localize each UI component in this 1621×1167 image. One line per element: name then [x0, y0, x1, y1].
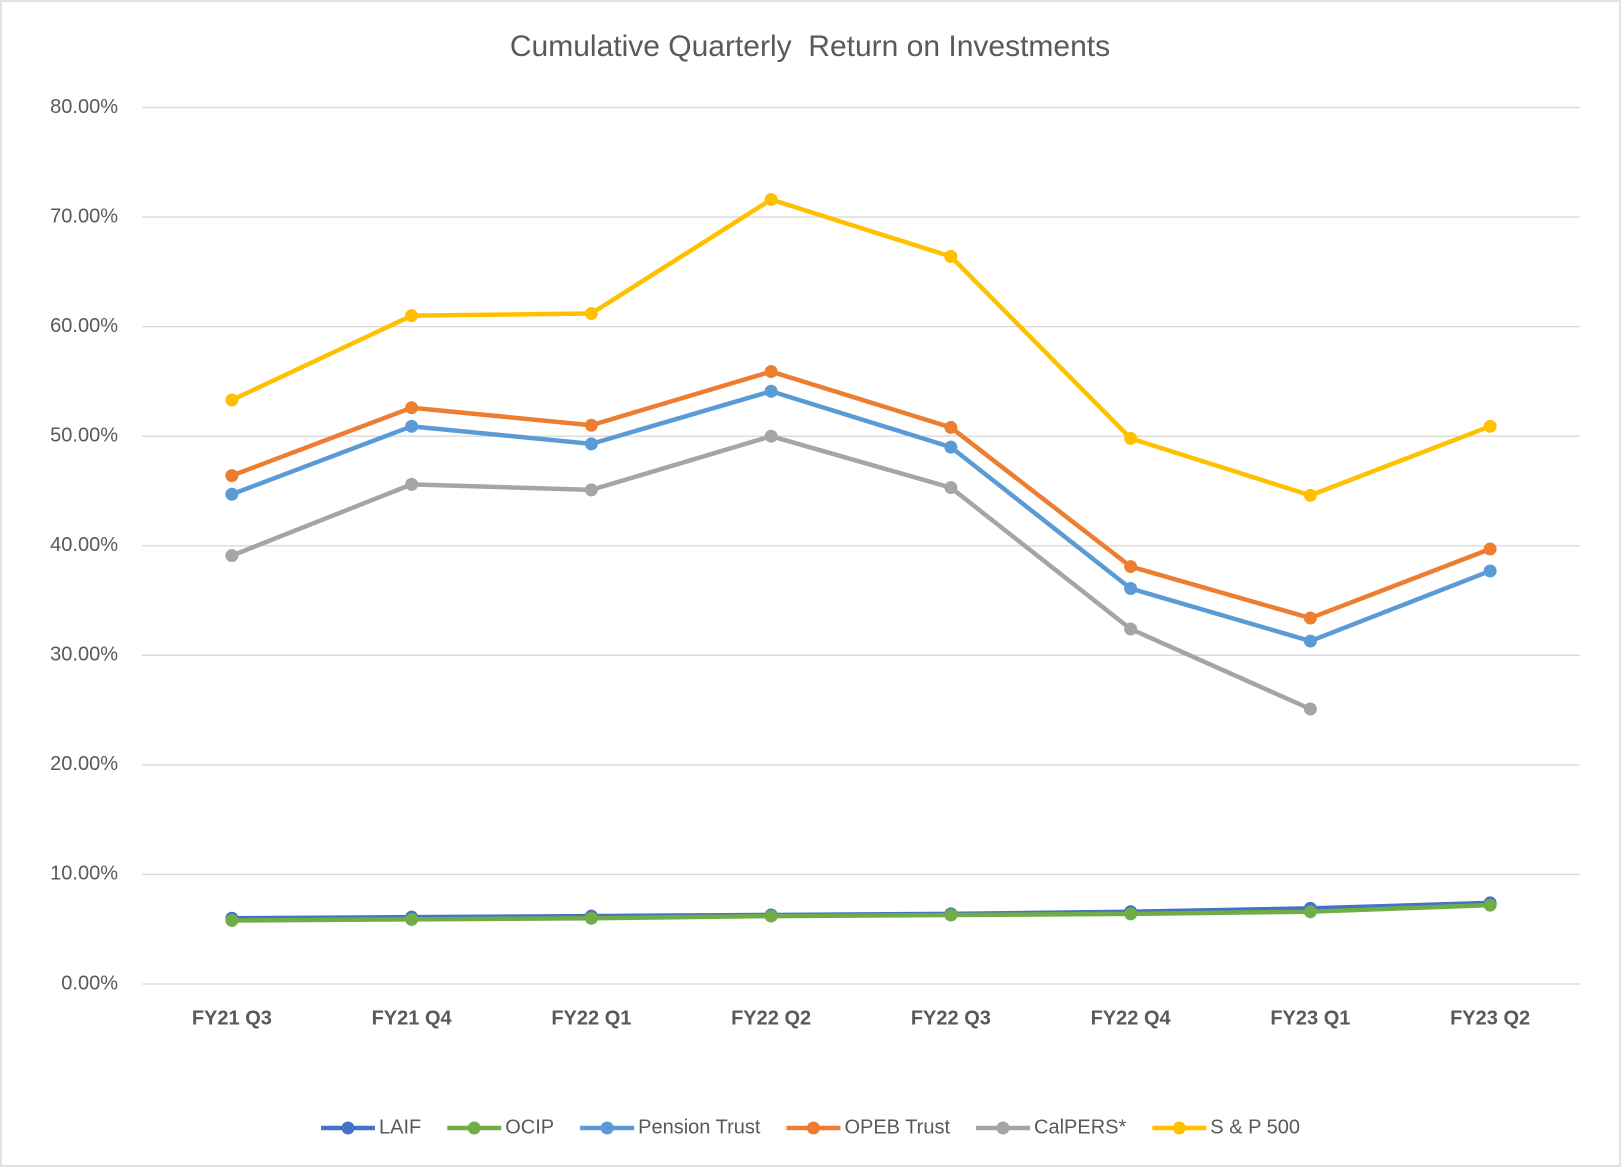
- y-tick-label: 50.00%: [50, 424, 118, 446]
- data-point: [225, 487, 239, 501]
- chart-title: Cumulative Quarterly Return on Investmen…: [510, 30, 1110, 63]
- x-tick-label: FY22 Q3: [911, 1007, 991, 1029]
- legend-marker: [467, 1121, 481, 1135]
- legend-marker: [1172, 1121, 1186, 1135]
- data-point: [1483, 898, 1497, 912]
- data-point: [1483, 564, 1497, 578]
- data-point: [1483, 419, 1497, 433]
- data-point: [764, 365, 778, 379]
- data-point: [1303, 702, 1317, 716]
- data-point: [584, 418, 598, 432]
- series-line: [231, 902, 1491, 923]
- legend-marker: [806, 1121, 820, 1135]
- data-point: [405, 912, 419, 926]
- data-point: [1303, 905, 1317, 919]
- data-point: [944, 908, 958, 922]
- data-point: [225, 549, 239, 563]
- x-tick-label: FY22 Q1: [551, 1007, 631, 1029]
- data-point: [584, 483, 598, 497]
- series-line: [231, 369, 1491, 621]
- data-point: [405, 401, 419, 415]
- legend-label: CalPERS*: [1034, 1116, 1126, 1138]
- legend-label: S & P 500: [1210, 1116, 1300, 1138]
- data-point: [225, 469, 239, 483]
- legend-marker: [341, 1121, 355, 1135]
- data-point: [1124, 622, 1138, 636]
- data-point: [1483, 542, 1497, 556]
- y-tick-label: 0.00%: [61, 972, 118, 994]
- x-tick-label: FY22 Q4: [1091, 1007, 1172, 1029]
- y-tick-label: 40.00%: [50, 534, 118, 556]
- data-point: [584, 437, 598, 451]
- data-point: [1124, 431, 1138, 445]
- y-tick-label: 60.00%: [50, 315, 118, 337]
- data-point: [1303, 611, 1317, 625]
- x-tick-label: FY21 Q3: [192, 1007, 272, 1029]
- data-point: [1124, 581, 1138, 595]
- x-tick-label: FY22 Q2: [731, 1007, 811, 1029]
- data-point: [584, 306, 598, 320]
- y-tick-label: 10.00%: [50, 863, 118, 885]
- x-tick-label: FY21 Q4: [372, 1007, 453, 1029]
- y-tick-label: 30.00%: [50, 644, 118, 666]
- series-line: [230, 197, 1491, 498]
- data-point: [944, 420, 958, 434]
- legend-label: Pension Trust: [638, 1116, 761, 1138]
- data-point: [944, 481, 958, 495]
- data-point: [225, 913, 239, 927]
- legend-marker: [996, 1121, 1010, 1135]
- data-point: [764, 384, 778, 398]
- legend-marker: [600, 1121, 614, 1135]
- data-point: [405, 477, 419, 491]
- y-tick-label: 20.00%: [50, 753, 118, 775]
- data-point: [1124, 560, 1138, 574]
- data-point: [944, 250, 958, 264]
- data-point: [405, 309, 419, 323]
- data-point: [1124, 907, 1138, 921]
- legend-label: OPEB Trust: [844, 1116, 950, 1138]
- data-point: [584, 911, 598, 925]
- y-tick-label: 70.00%: [50, 205, 118, 227]
- legend-label: LAIF: [379, 1116, 421, 1138]
- data-point: [1303, 488, 1317, 502]
- legend-label: OCIP: [505, 1116, 554, 1138]
- y-tick-label: 80.00%: [50, 96, 118, 118]
- x-tick-label: FY23 Q1: [1270, 1007, 1350, 1029]
- data-point: [225, 393, 239, 407]
- series-line: [231, 389, 1491, 644]
- x-tick-label: FY23 Q2: [1450, 1007, 1530, 1029]
- data-point: [405, 419, 419, 433]
- data-point: [1303, 634, 1317, 648]
- data-point: [944, 440, 958, 454]
- data-point: [764, 909, 778, 923]
- data-point: [764, 193, 778, 207]
- data-point: [764, 429, 778, 443]
